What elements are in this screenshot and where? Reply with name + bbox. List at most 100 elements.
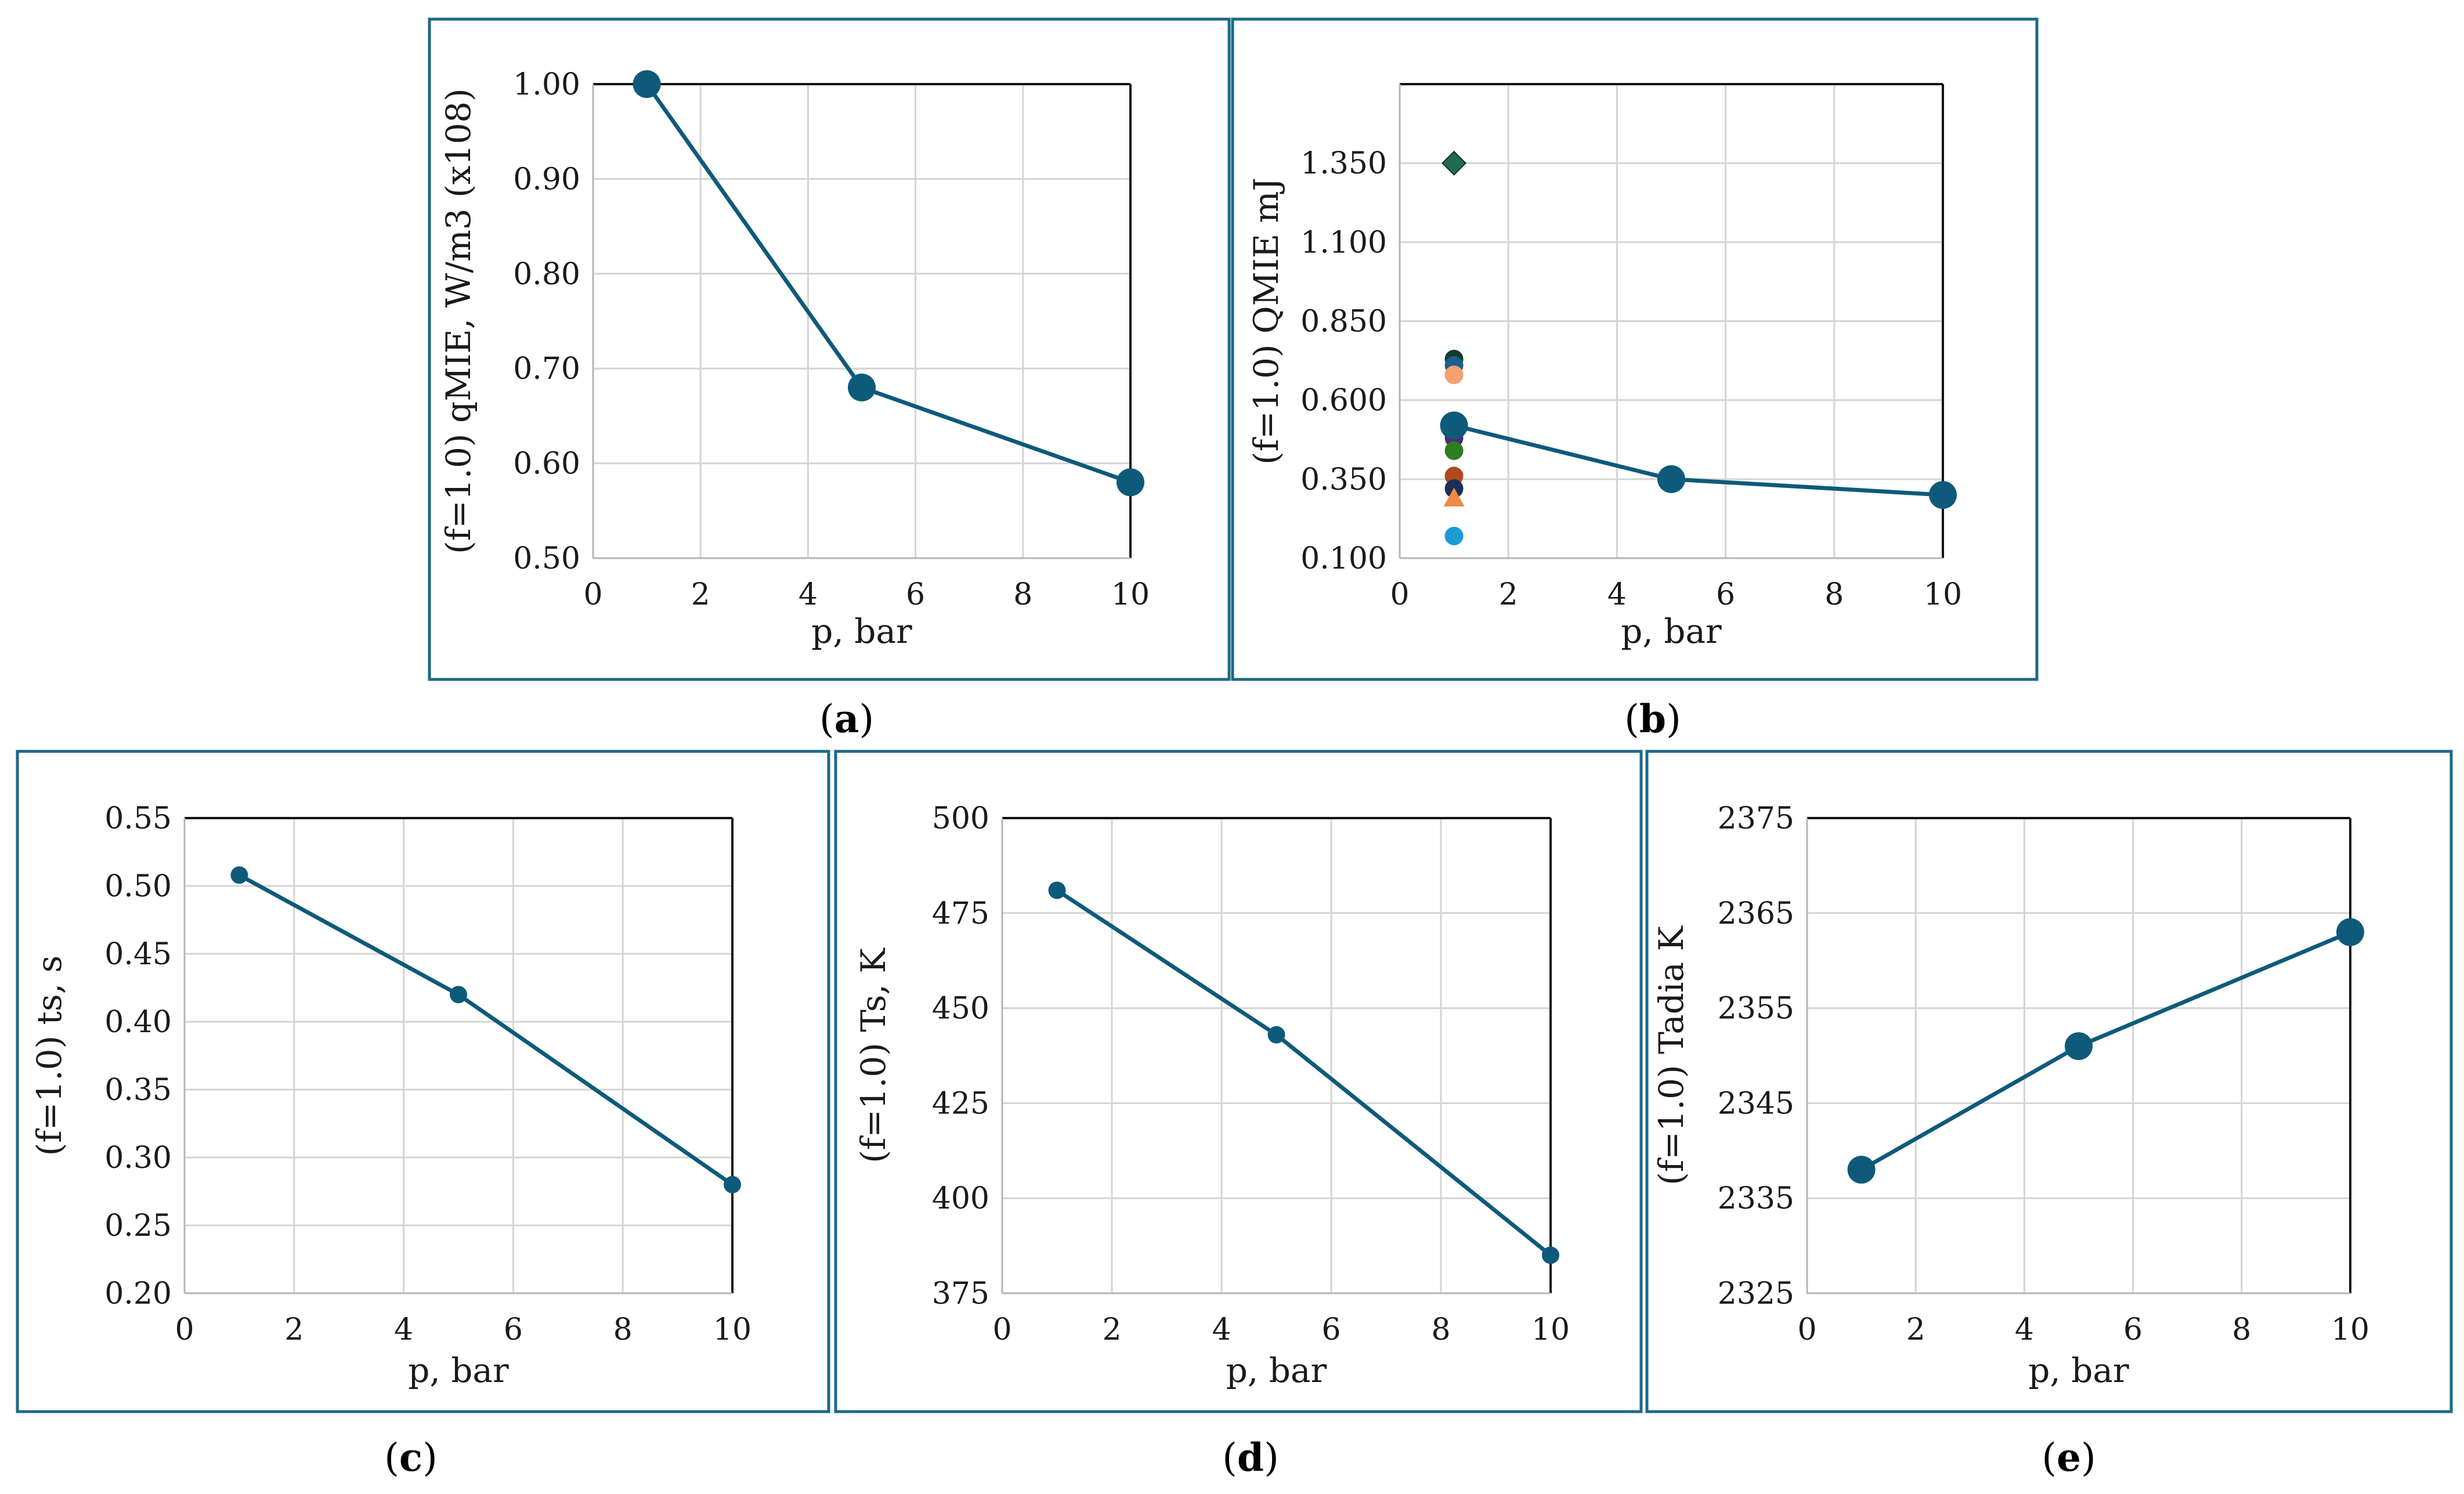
x-axis-title: p, bar (408, 1351, 509, 1390)
panel-caption: (d) (1222, 1435, 1279, 1480)
scatter-point (1444, 526, 1464, 545)
x-tick-label: 10 (713, 1312, 752, 1347)
panel-frame (1645, 750, 2453, 1413)
series-line (1453, 423, 1943, 497)
x-tick-label: 8 (613, 1312, 633, 1347)
x-tick-label: 4 (2015, 1312, 2034, 1347)
y-tick-label: 0.50 (104, 869, 172, 904)
data-point (450, 986, 467, 1004)
y-tick-label: 0.40 (104, 1005, 172, 1040)
data-point (230, 866, 248, 884)
chart-panel-a: 0 2 4 6 8 10 0.50 0.60 0.70 0.80 0.90 1.00 p, bar (f=… (428, 17, 1231, 741)
y-tick-label: 0.20 (104, 1276, 172, 1311)
y-tick-label: 0.350 (1300, 462, 1387, 497)
data-point (2065, 1032, 2093, 1061)
x-tick-label: 10 (2331, 1312, 2369, 1347)
panel-caption-letter: a (834, 696, 859, 741)
x-tick-label: 6 (2123, 1312, 2143, 1347)
x-tick-label: 4 (799, 577, 818, 612)
chart-panel-d: 0 2 4 6 8 10 375 400 425 450 475 500 p, bar (f=1.0) T… (834, 750, 1643, 1480)
data-point (1267, 1026, 1285, 1044)
panel-frame (834, 750, 1643, 1413)
scatter-point (1444, 366, 1464, 385)
series-line (238, 873, 734, 1186)
panel-frame (16, 750, 830, 1413)
y-tick-label: 1.100 (1300, 225, 1387, 260)
series-line (1056, 888, 1552, 1257)
y-tick-label: 0.60 (513, 447, 580, 482)
panel-caption-letter: c (399, 1435, 422, 1480)
scatter-point-diamond (1441, 150, 1467, 176)
y-tick-label: 500 (932, 801, 989, 836)
series-line (645, 82, 1132, 484)
x-tick-label: 8 (1013, 577, 1032, 612)
chart-panel-b: 0 2 4 6 8 10 0.100 0.350 0.600 0.850 1.100 1.350 p, … (1231, 17, 2039, 741)
y-tick-label: 375 (932, 1276, 989, 1311)
data-point (1440, 411, 1468, 440)
y-axis-title: (f=1.0) QMIE mJ (1247, 178, 1286, 465)
x-tick-label: 6 (906, 577, 925, 612)
x-axis-title: p, bar (811, 612, 912, 651)
y-tick-label: 400 (932, 1181, 989, 1216)
y-tick-label: 0.70 (513, 352, 580, 386)
y-axis-title: (f=1.0) Tadia K (1652, 925, 1691, 1185)
y-tick-label: 0.45 (104, 937, 172, 972)
x-tick-label: 2 (691, 577, 710, 612)
panel-caption-letter: b (1639, 696, 1666, 741)
y-axis-title: (f=1.0) qMIE, W/m3 (x108) (439, 88, 478, 554)
data-point (633, 70, 661, 98)
y-tick-label: 1.00 (513, 67, 580, 102)
y-tick-label: 0.90 (513, 162, 580, 197)
x-tick-label: 10 (1111, 577, 1150, 612)
chart-panel-e: 0 2 4 6 8 10 2325 2335 2345 2355 2365 2375 p, bar (f=… (1645, 750, 2453, 1480)
y-tick-label: 0.35 (104, 1073, 172, 1108)
y-tick-label: 2345 (1718, 1086, 1794, 1121)
x-tick-label: 6 (504, 1312, 523, 1347)
x-tick-label: 6 (1716, 577, 1735, 612)
x-tick-label: 0 (175, 1312, 194, 1347)
x-tick-label: 2 (1102, 1312, 1121, 1347)
x-tick-label: 8 (1824, 577, 1844, 612)
y-tick-label: 2375 (1718, 801, 1794, 836)
y-tick-label: 450 (932, 992, 989, 1026)
x-tick-label: 10 (1924, 577, 1962, 612)
panel-caption: (b) (1624, 696, 1681, 741)
y-axis-title: (f=1.0) Ts, K (854, 947, 893, 1163)
x-tick-label: 6 (1321, 1312, 1341, 1347)
y-tick-label: 2365 (1718, 896, 1794, 931)
panel-caption-letter: d (1237, 1435, 1264, 1480)
x-tick-label: 2 (1906, 1312, 1925, 1347)
data-point (848, 373, 876, 401)
data-point (1847, 1156, 1876, 1184)
x-tick-label: 0 (1390, 577, 1409, 612)
data-point (1929, 481, 1957, 509)
y-tick-label: 0.600 (1300, 384, 1387, 418)
y-tick-label: 0.30 (104, 1141, 172, 1175)
x-tick-label: 2 (1499, 577, 1518, 612)
panel-frame (1231, 17, 2039, 681)
panel-caption: (a) (819, 696, 874, 741)
y-tick-label: 1.350 (1300, 146, 1387, 181)
y-tick-label: 2325 (1718, 1276, 1794, 1311)
x-tick-label: 8 (2232, 1312, 2251, 1347)
data-point (724, 1175, 741, 1193)
x-tick-label: 0 (583, 577, 602, 612)
y-tick-label: 425 (932, 1086, 989, 1121)
y-tick-label: 0.850 (1300, 305, 1387, 339)
y-tick-label: 2335 (1718, 1181, 1794, 1216)
data-point (1657, 465, 1685, 493)
data-point (1117, 468, 1144, 497)
y-tick-label: 0.100 (1300, 541, 1387, 576)
x-tick-label: 0 (1797, 1312, 1816, 1347)
y-tick-label: 2355 (1718, 992, 1794, 1026)
x-tick-label: 4 (1212, 1312, 1231, 1347)
data-point (2336, 918, 2364, 946)
data-point (1542, 1246, 1559, 1264)
y-tick-label: 0.50 (513, 541, 580, 576)
x-tick-label: 10 (1531, 1312, 1570, 1347)
x-tick-label: 8 (1431, 1312, 1450, 1347)
x-axis-title: p, bar (2028, 1351, 2129, 1390)
scatter-point (1444, 441, 1464, 460)
x-axis-title: p, bar (1226, 1351, 1327, 1390)
